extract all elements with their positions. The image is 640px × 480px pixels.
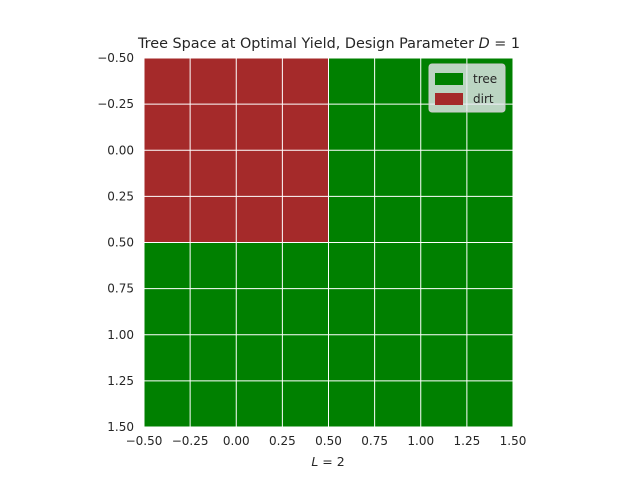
y-tick-label: −0.25 (97, 97, 134, 111)
y-tick-label: 0.25 (107, 189, 134, 203)
y-tick-label: 1.00 (107, 328, 134, 342)
y-tick-label: −0.50 (97, 51, 134, 65)
y-tick-label: 0.75 (107, 282, 134, 296)
y-tick-label: 0.50 (107, 236, 134, 250)
x-tick-label: −0.50 (126, 434, 163, 448)
legend-swatch-tree (435, 73, 463, 85)
y-tick-label: 1.50 (107, 420, 134, 434)
x-tick-label: 1.00 (407, 434, 434, 448)
x-axis-label: L = 2 (311, 454, 344, 469)
x-tick-label: 0.75 (361, 434, 388, 448)
x-tick-label: 0.00 (223, 434, 250, 448)
x-tick-label: 0.50 (315, 434, 342, 448)
x-tick-label: 0.25 (269, 434, 296, 448)
x-tick-label: 1.50 (500, 434, 527, 448)
x-axis-ticks: −0.50 −0.25 0.00 0.25 0.50 0.75 1.00 1.25 1.50 (126, 434, 527, 448)
y-tick-label: 0.00 (107, 143, 134, 157)
x-tick-label: −0.25 (172, 434, 209, 448)
y-tick-label: 1.25 (107, 374, 134, 388)
legend-swatch-dirt (435, 93, 463, 105)
y-axis-ticks: −0.50 −0.25 0.00 0.25 0.50 0.75 1.00 1.25 1.50 (97, 51, 134, 434)
legend-label-dirt: dirt (473, 92, 494, 106)
chart-title: Tree Space at Optimal Yield, Design Para… (137, 36, 520, 52)
legend: tree dirt (428, 63, 506, 113)
x-tick-label: 1.25 (454, 434, 481, 448)
legend-label-tree: tree (473, 72, 497, 86)
